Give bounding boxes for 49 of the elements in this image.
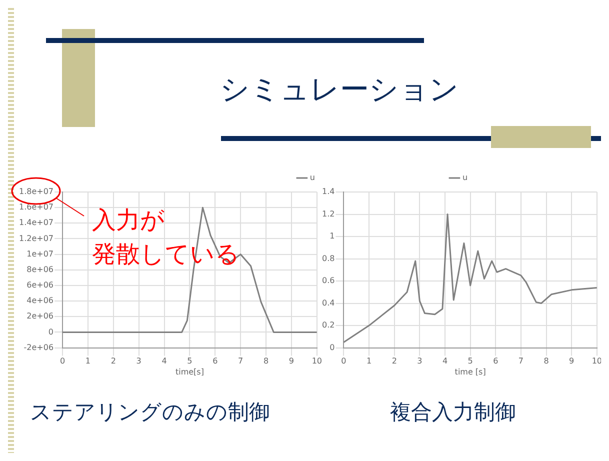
x-tick-label: 10: [312, 356, 322, 366]
x-tick-label: 1: [366, 356, 372, 366]
annotation: 入力が: [92, 205, 165, 236]
x-tick-label: 2: [110, 356, 116, 366]
legend-label: u: [462, 173, 468, 182]
y-tick-label: 1.4: [322, 187, 335, 196]
x-tick-label: 6: [493, 356, 498, 366]
x-axis-title: time[s]: [175, 367, 204, 376]
y-tick-label: 0.6: [322, 276, 335, 286]
x-axis-title: time [s]: [454, 367, 486, 376]
x-tick-label: 5: [187, 356, 192, 366]
legend-label: u: [310, 173, 316, 182]
x-tick-label: 8: [263, 356, 269, 366]
x-tick-label: 1: [85, 356, 91, 366]
y-tick-label: 1.8e+07: [18, 187, 54, 196]
x-tick-label: 9: [288, 356, 294, 366]
x-tick-label: 5: [468, 356, 473, 366]
x-tick-label: 7: [518, 356, 524, 366]
y-tick-label: 4e+06: [26, 296, 54, 306]
y-tick-label: 0.8: [322, 254, 335, 263]
y-tick-label: 1.2e+07: [18, 234, 54, 243]
text: ステアリングのみの制御: [30, 399, 270, 426]
y-tick-label: 1.6e+07: [18, 202, 54, 212]
text: 複合入力制御: [390, 399, 516, 426]
y-tick-label: 8e+06: [26, 264, 54, 274]
x-tick-label: 2: [392, 356, 397, 366]
y-tick-label: 2e+06: [26, 312, 54, 321]
x-tick-label: 9: [569, 356, 574, 366]
y-tick-label: -2e+06: [24, 342, 54, 352]
x-tick-label: 3: [136, 356, 142, 366]
y-tick-label: 1.4e+07: [18, 218, 54, 228]
y-tick-label: 0.2: [322, 320, 335, 330]
y-tick-label: 0: [330, 342, 335, 352]
y-tick-label: 1e+07: [26, 249, 54, 258]
y-tick-label: 6e+06: [26, 280, 54, 290]
x-tick-label: 8: [544, 356, 549, 366]
x-tick-label: 0: [341, 356, 346, 366]
y-tick-label: 1: [330, 232, 335, 241]
x-tick-label: 3: [417, 356, 422, 366]
y-tick-label: 0.4: [322, 298, 335, 308]
x-tick-label: 0: [60, 356, 66, 366]
x-tick-label: 4: [442, 356, 448, 366]
y-tick-label: 1.2: [322, 209, 335, 218]
x-tick-label: 6: [212, 356, 218, 366]
annotation: 発散している: [92, 239, 240, 270]
text: シミュレーション: [220, 71, 459, 108]
y-tick-label: 0: [48, 327, 54, 336]
x-tick-label: 7: [238, 356, 244, 366]
x-tick-label: 4: [162, 356, 167, 366]
